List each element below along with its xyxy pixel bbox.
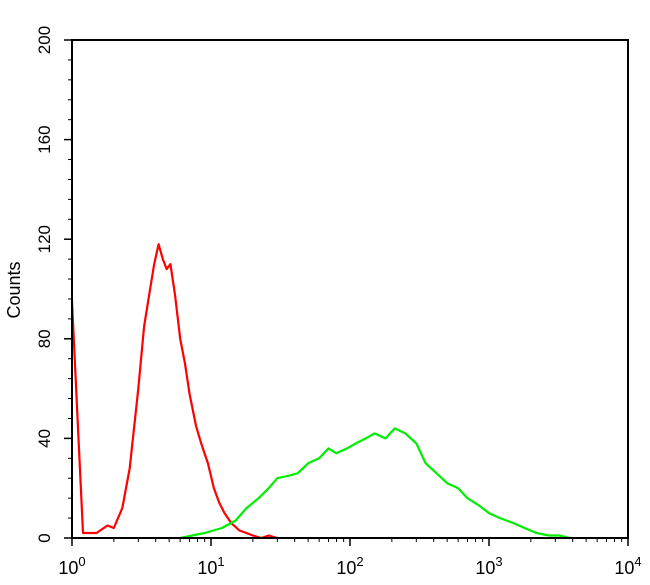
y-axis-label: Counts — [4, 261, 24, 318]
y-tick-label: 200 — [35, 26, 54, 54]
plot-frame — [71, 39, 629, 539]
x-tick-label: 102 — [336, 554, 363, 578]
y-tick-label: 40 — [35, 429, 54, 448]
plot-area — [70, 243, 570, 540]
x-tick-label: 103 — [475, 554, 502, 578]
y-tick-label: 80 — [35, 329, 54, 348]
y-tick-label: 0 — [35, 533, 54, 542]
x-tick-label: 104 — [614, 554, 641, 578]
series-line-1 — [70, 243, 278, 540]
y-tick-label: 120 — [35, 225, 54, 253]
y-tick-label: 160 — [35, 125, 54, 153]
x-tick-label: 101 — [197, 554, 224, 578]
x-tick-label: 100 — [58, 554, 85, 578]
axes: 0 40 80 120 160 200 100 101 102 103 104 — [35, 26, 642, 578]
series-line-2 — [179, 427, 570, 540]
